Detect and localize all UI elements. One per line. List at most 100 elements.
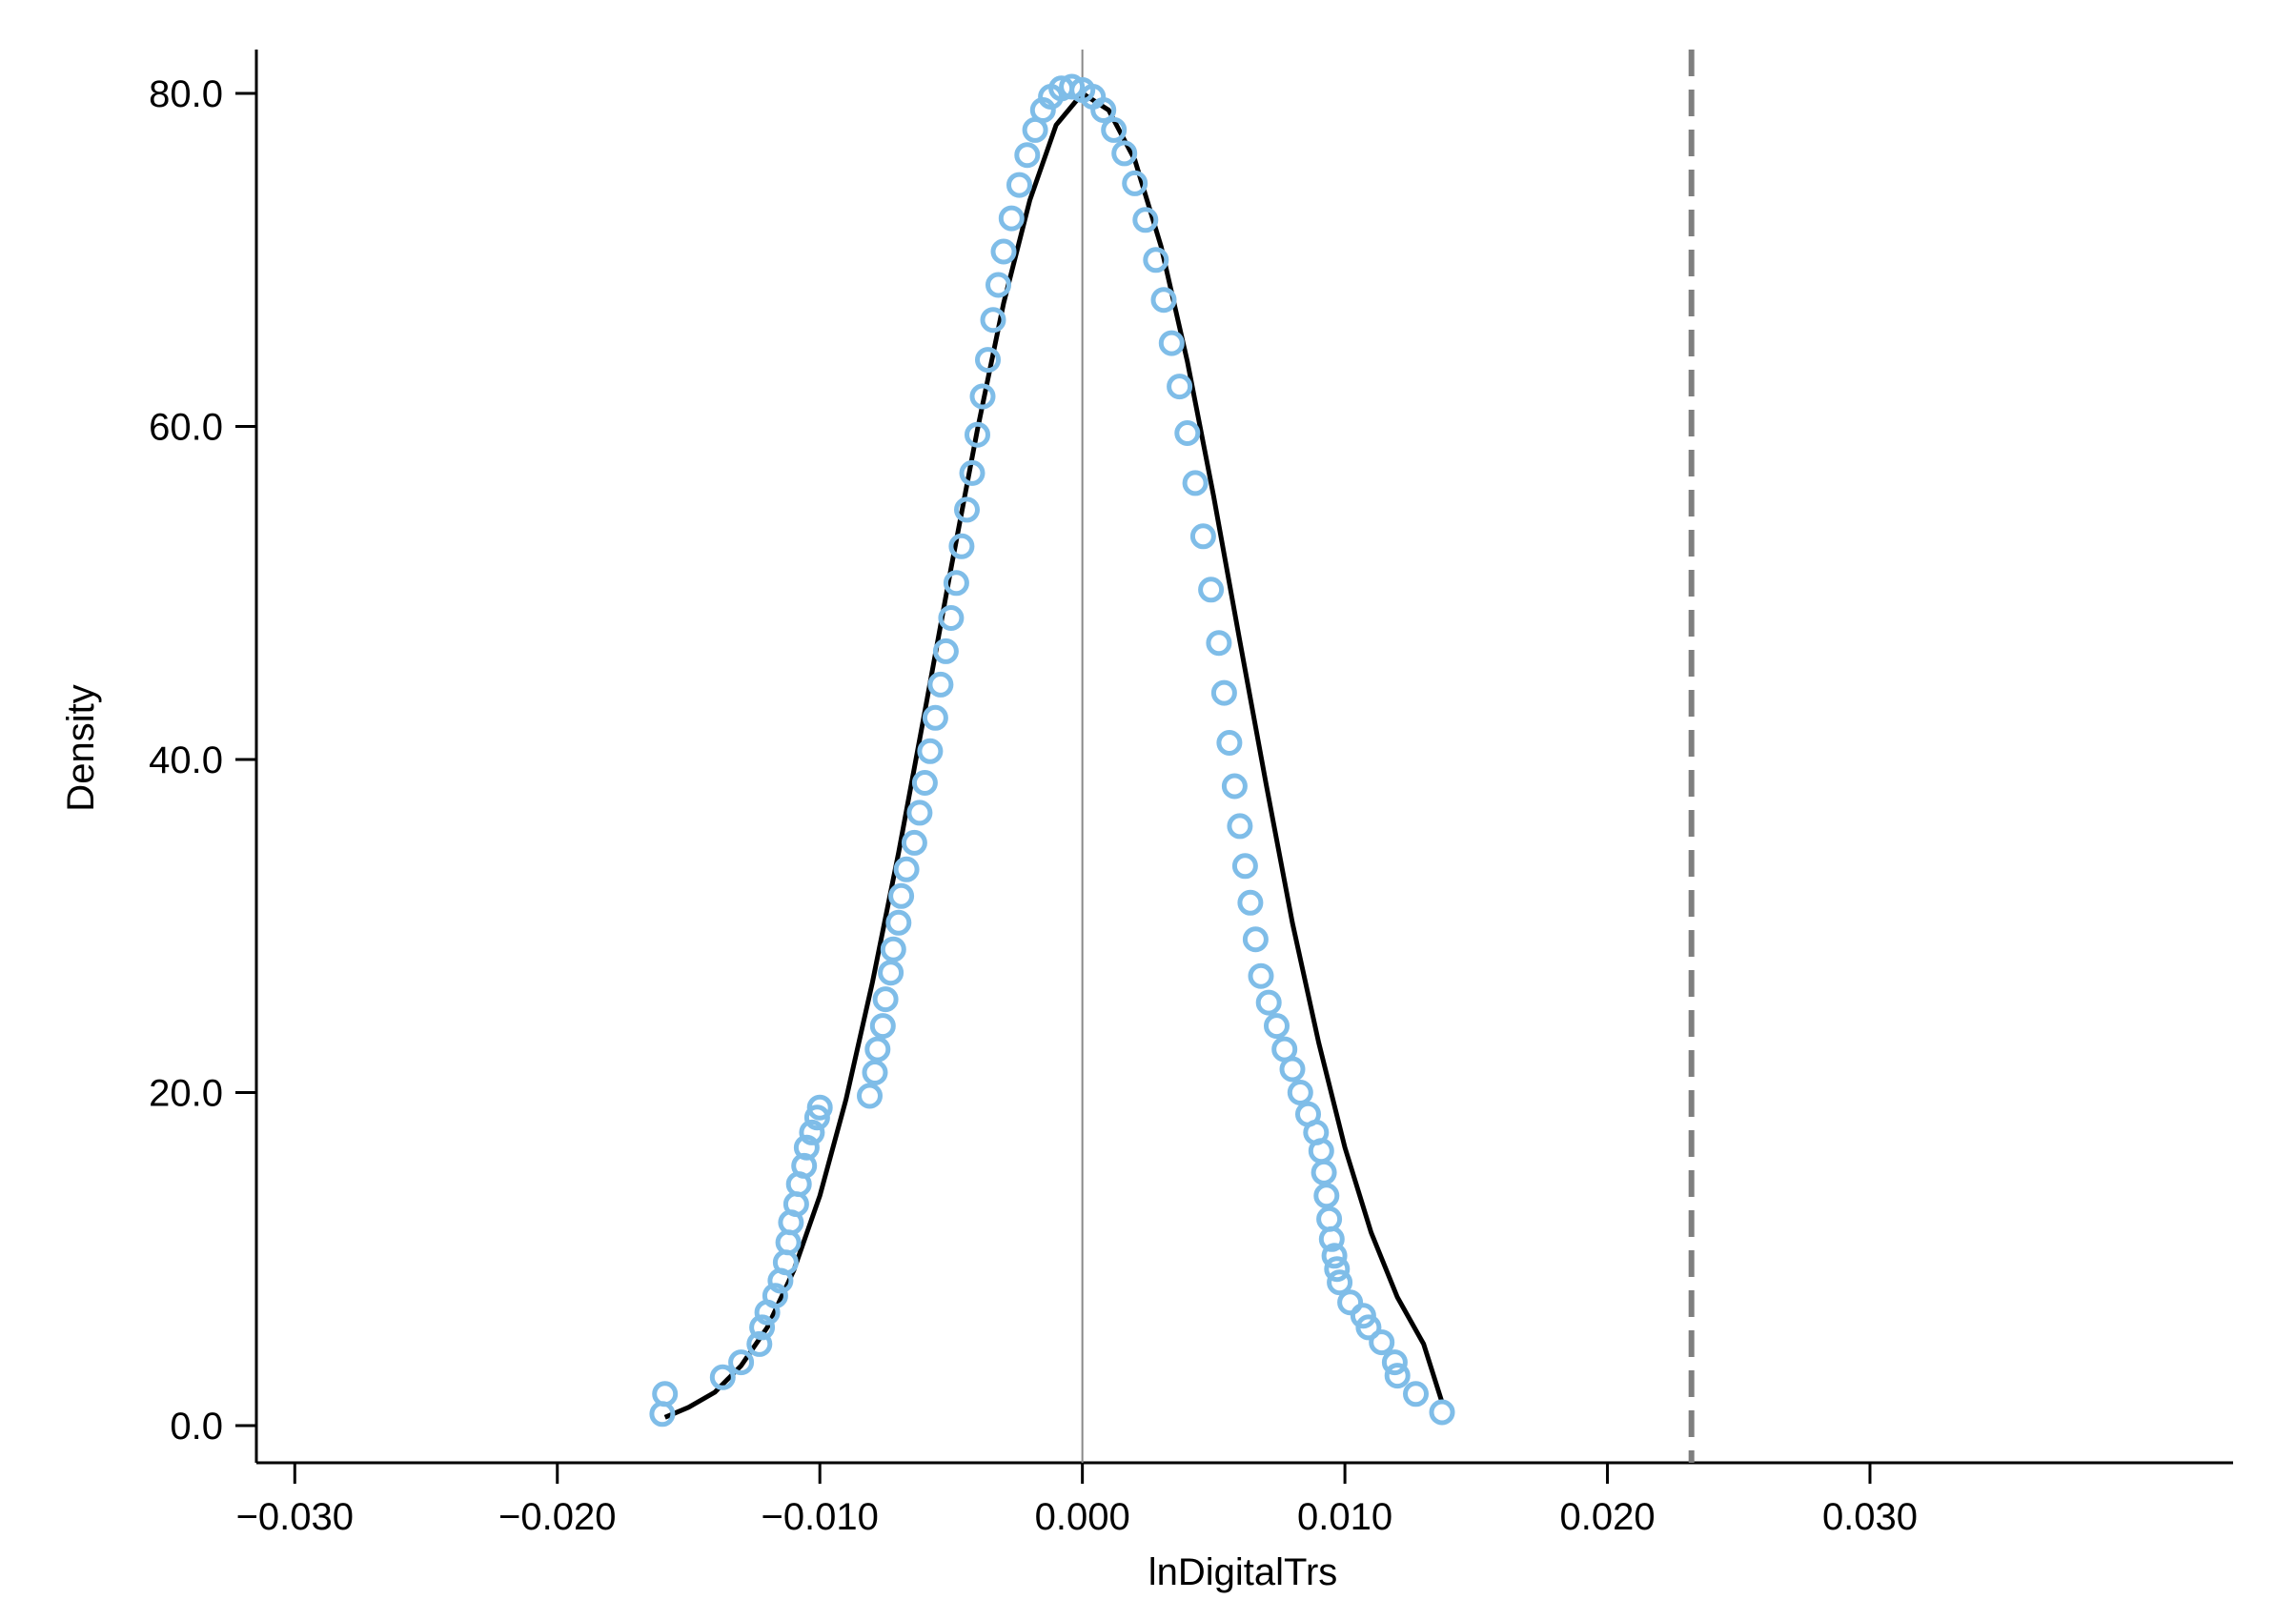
data-point — [1313, 1183, 1340, 1209]
data-point — [1316, 1205, 1343, 1232]
data-point — [1143, 247, 1169, 273]
data-point — [922, 704, 948, 731]
data-point — [1122, 170, 1148, 196]
data-point — [1167, 374, 1193, 400]
data-point — [864, 1036, 891, 1063]
data-point — [762, 1283, 788, 1309]
data-point — [927, 671, 954, 698]
data-point — [1231, 853, 1258, 880]
data-point — [857, 1083, 883, 1109]
data-point — [709, 1364, 736, 1390]
x-tick-label: 0.020 — [1559, 1496, 1655, 1538]
x-tick-label: −0.020 — [498, 1496, 616, 1538]
data-point — [1355, 1314, 1382, 1341]
data-point — [1255, 989, 1282, 1016]
data-point — [1384, 1363, 1411, 1389]
data-point — [1006, 172, 1032, 198]
data-point — [775, 1229, 802, 1256]
data-point — [1381, 1349, 1408, 1376]
data-point — [901, 829, 927, 856]
data-point — [880, 936, 906, 962]
data-point — [799, 1119, 825, 1145]
data-point — [1014, 142, 1041, 169]
data-point — [728, 1349, 755, 1376]
data-point — [869, 1013, 896, 1040]
data-point — [998, 205, 1025, 232]
y-tick-label: 0.0 — [170, 1406, 223, 1448]
data-point — [1198, 577, 1225, 603]
data-point — [1337, 1289, 1364, 1316]
data-point — [1429, 1399, 1455, 1426]
data-point — [959, 459, 985, 486]
reference-lines — [1081, 50, 1695, 1463]
y-axis-title: Density — [60, 684, 102, 811]
data-point — [746, 1330, 773, 1357]
data-point — [1111, 140, 1138, 167]
data-point — [793, 1134, 820, 1161]
data-point — [965, 421, 990, 448]
data-point — [1221, 773, 1248, 800]
data-point — [969, 383, 996, 410]
data-point — [1216, 730, 1243, 756]
data-point — [917, 738, 944, 764]
data-point — [1287, 1080, 1313, 1105]
data-point — [888, 882, 915, 909]
data-point — [872, 986, 899, 1013]
data-point — [893, 856, 920, 882]
data-point — [932, 638, 959, 664]
data-point — [990, 238, 1017, 265]
data-point — [862, 1060, 888, 1085]
data-point — [1318, 1225, 1345, 1252]
data-point — [652, 1381, 679, 1407]
data-point — [975, 347, 1001, 374]
data-point — [1324, 1256, 1351, 1283]
axes — [254, 50, 2233, 1465]
x-tick-label: 0.000 — [1035, 1496, 1130, 1538]
data-point — [911, 770, 938, 796]
data-point — [749, 1314, 776, 1341]
data-point — [980, 307, 1006, 334]
data-point — [878, 960, 904, 986]
x-tick-label: 0.030 — [1822, 1496, 1918, 1538]
x-tick-label: −0.010 — [761, 1496, 878, 1538]
data-point — [1264, 1013, 1290, 1040]
data-point — [1369, 1329, 1395, 1356]
data-point — [948, 533, 975, 559]
data-point — [1311, 1159, 1337, 1185]
data-point — [1227, 813, 1253, 840]
data-point — [1403, 1381, 1429, 1407]
y-tick-label: 20.0 — [149, 1073, 223, 1115]
data-point — [1090, 97, 1117, 123]
data-point — [782, 1191, 809, 1218]
y-tick-label: 40.0 — [149, 739, 223, 781]
data-point — [806, 1094, 833, 1121]
data-point — [938, 605, 965, 631]
y-tick-label: 60.0 — [149, 407, 223, 449]
x-tick-label: 0.010 — [1297, 1496, 1392, 1538]
data-point — [1150, 287, 1177, 314]
data-point — [1132, 207, 1159, 233]
ticks: −0.030 −0.020 −0.010 0.000 0.010 0.020 0.030 0.… — [149, 73, 1918, 1538]
data-point — [649, 1401, 676, 1428]
data-point — [1174, 420, 1201, 446]
data-point — [1321, 1243, 1348, 1269]
data-point — [954, 496, 980, 523]
data-point — [1206, 630, 1232, 657]
data-point — [1279, 1056, 1306, 1083]
data-point — [1237, 889, 1264, 916]
x-axis-title: lnDigitalTrs — [1148, 1551, 1338, 1593]
data-point — [1182, 470, 1209, 496]
data-point — [1189, 523, 1216, 550]
data-point — [906, 800, 933, 826]
data-points — [649, 73, 1455, 1428]
data-point — [1242, 926, 1269, 953]
data-point — [1248, 962, 1274, 989]
data-point — [985, 272, 1011, 298]
data-point — [1101, 116, 1128, 143]
data-point — [1308, 1138, 1334, 1164]
y-tick-label: 80.0 — [149, 73, 223, 115]
data-point — [1327, 1269, 1353, 1296]
x-tick-label: −0.030 — [236, 1496, 354, 1538]
data-point — [885, 909, 912, 936]
